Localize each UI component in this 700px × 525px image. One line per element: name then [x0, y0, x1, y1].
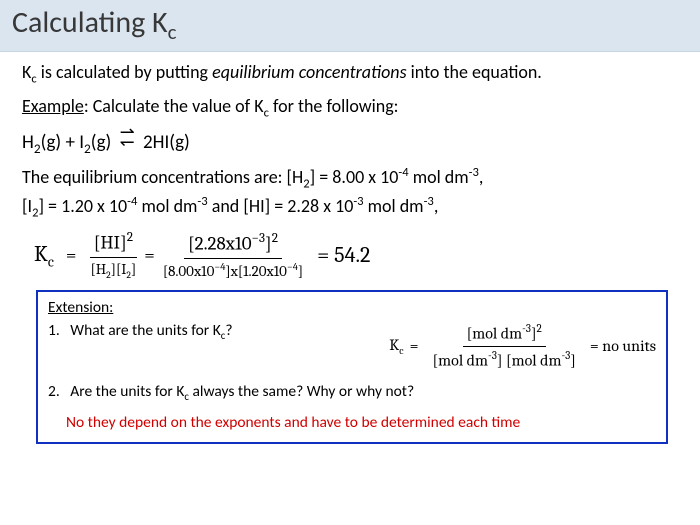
ext-q2: 2. Are the units for Kc always the same?… [48, 382, 656, 405]
u-num: [mol dm-3]2 [463, 321, 546, 347]
eq-den1c: ] [131, 260, 136, 278]
c-u3e: -3 [424, 194, 434, 209]
intro-d: equilibrium concentrations [212, 61, 406, 83]
ext-q1n: 1. [48, 321, 60, 340]
eq-num2e2: 2 [272, 231, 278, 246]
c-u1e: -3 [469, 165, 479, 180]
eq-den2a: [8.00x10 [163, 262, 215, 280]
eq-den2e: −4 [214, 261, 225, 273]
u-den-b: ] [mol dm [497, 351, 562, 369]
eq-den1: [H2][I2] [86, 258, 140, 282]
u-den-e: -3 [488, 349, 497, 362]
ext-q1t: What are the units for K [70, 321, 220, 340]
u-den-c: ] [570, 351, 576, 369]
u-den-e2: -3 [561, 349, 570, 362]
eq-den1b: ][I [111, 260, 127, 278]
eq-frac1: [HI]2 [H2][I2] [86, 229, 140, 282]
rx-p1: (g) + I [41, 131, 84, 154]
u-result: = no units [590, 336, 656, 358]
extension-box: Extension: 1. What are the units for Kc?… [36, 290, 668, 443]
c-lead: The equilibrium concentrations are: [H [22, 166, 303, 188]
rx-h: H [22, 131, 34, 154]
eq-num2: [2.28x10−3]2 [184, 230, 282, 259]
ext-q1q: ? [225, 321, 232, 340]
c-u3: mol dm [364, 195, 424, 217]
c-h2e: -4 [398, 165, 408, 180]
c-u2: mol dm [137, 195, 197, 217]
u-K-letter: K [389, 336, 399, 354]
c-u2e: -3 [197, 194, 207, 209]
rx-i2: 2 [84, 140, 91, 157]
eq-num1e: 2 [127, 230, 133, 245]
eq-K-letter: K [34, 241, 48, 267]
u-num-a: [mol dm [467, 324, 522, 342]
title-prefix: Calculating K [12, 4, 168, 41]
eq-num2a: [2.28x10 [188, 232, 252, 254]
c-and: and [HI] = 2.28 x 10 [208, 195, 354, 217]
c-hie: -3 [353, 194, 363, 209]
intro-a: K [22, 61, 31, 83]
slide: Calculating Kc Kc is calculated by putti… [0, 0, 700, 525]
u-num-e2: 2 [537, 322, 542, 335]
u-den-a: [mol dm [433, 351, 488, 369]
title-sub: c [168, 19, 177, 45]
eq-num1: [HI]2 [90, 229, 137, 258]
rx-h2: 2 [34, 140, 41, 157]
reaction-line: H2(g) + I2(g) ⇀ ↽ 2HI(g) [22, 127, 682, 158]
eq-den2b: ]x[1.20x10 [225, 262, 287, 280]
eq-frac2: [2.28x10−3]2 [8.00x10−4]x[1.20x10−4] [159, 230, 307, 281]
eq-num2e: −3 [252, 231, 266, 246]
u-den: [mol dm-3] [mol dm-3] [429, 347, 580, 372]
eq-num2b: ] [265, 232, 272, 254]
arrow-bot: ↽ [120, 137, 135, 147]
example-rest2: for the following: [269, 95, 399, 117]
conc-line: The equilibrium concentrations are: [H2]… [22, 164, 682, 221]
example-label: Example [22, 95, 84, 117]
c-i2a: [I [22, 195, 32, 217]
c-h2v: ] = 8.00 x 10 [310, 166, 399, 188]
intro-e: into the equation. [407, 61, 542, 83]
ext-header: Extension: [48, 298, 656, 319]
body: Kc is calculated by putting equilibrium … [0, 52, 700, 450]
intro-c: is calculated by putting [37, 61, 212, 83]
eq-den2: [8.00x10−4]x[1.20x10−4] [159, 259, 307, 281]
eq-eq2: = [144, 243, 155, 269]
c-i2e: -4 [127, 194, 137, 209]
rx-rhs: 2HI(g) [143, 131, 190, 154]
eq-K: Kc [34, 240, 54, 272]
eq-result: = 54.2 [317, 241, 370, 271]
ext-q2b: always the same? Why or why not? [189, 382, 414, 401]
c-c1: , [479, 166, 484, 188]
c-i2v: ] = 1.20 x 10 [38, 195, 127, 217]
ext-answer: No they depend on the exponents and have… [66, 413, 656, 434]
u-num-e: -3 [522, 322, 531, 335]
eq-den2e2: −4 [287, 261, 298, 273]
ext-q2n: 2. [48, 382, 60, 401]
example-line: Example: Calculate the value of Kc for t… [22, 94, 682, 122]
ext-q1: 1. What are the units for Kc? [48, 321, 233, 344]
eq-eq1: = [66, 243, 77, 269]
u-K: Kc [389, 335, 403, 358]
ext-unit-equation: Kc = [mol dm-3]2 [mol dm-3] [mol dm-3] =… [389, 321, 656, 372]
u-eq: = [410, 336, 419, 358]
equilibrium-arrow-icon: ⇀ ↽ [120, 127, 135, 147]
eq-num1a: [HI] [94, 231, 127, 253]
rx-p2: (g) [91, 131, 112, 154]
c-u1: mol dm [409, 166, 469, 188]
c-c2: , [434, 195, 439, 217]
eq-den1a: [H [90, 260, 106, 278]
u-frac: [mol dm-3]2 [mol dm-3] [mol dm-3] [429, 321, 580, 372]
intro-line: Kc is calculated by putting equilibrium … [22, 60, 682, 88]
main-equation: Kc = [HI]2 [H2][I2] = [2.28x10−3]2 [8.00… [34, 229, 682, 282]
ext-q2t: Are the units for K [70, 382, 184, 401]
u-K-sub: c [399, 345, 403, 357]
example-rest1: : Calculate the value of K [84, 95, 264, 117]
ext-q1-row: 1. What are the units for Kc? Kc = [mol … [48, 321, 656, 372]
eq-den2c: ] [298, 262, 303, 280]
eq-K-sub: c [48, 253, 54, 270]
title-band: Calculating Kc [0, 0, 700, 52]
